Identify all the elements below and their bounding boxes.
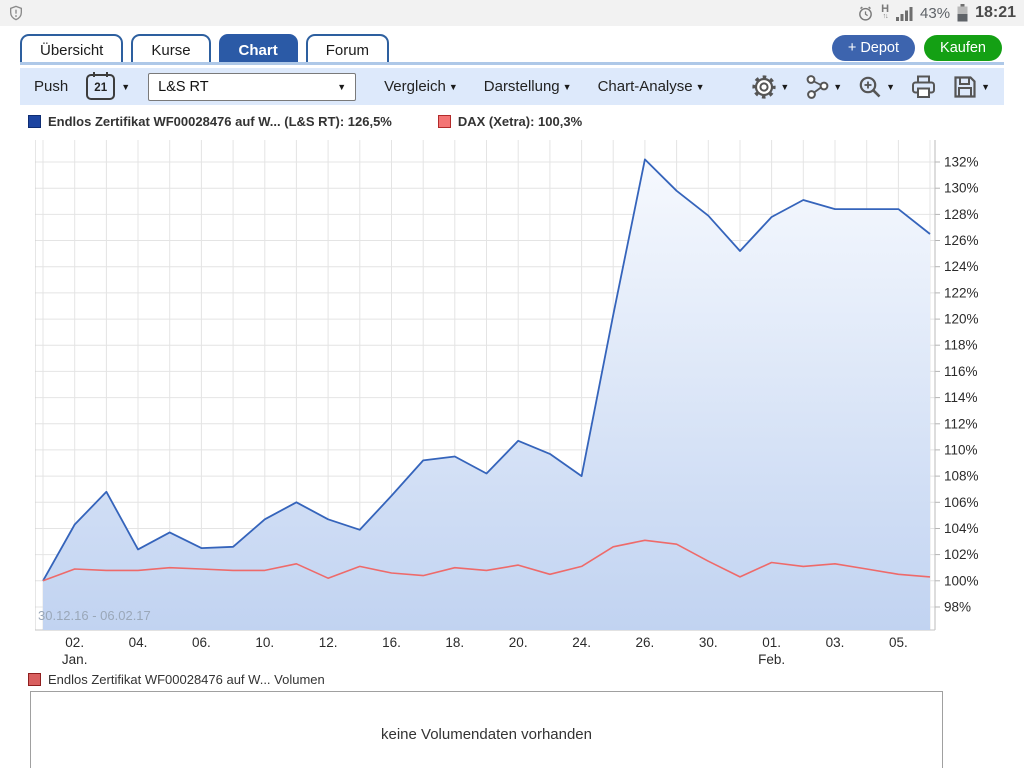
chevron-down-icon: ▼ — [833, 82, 842, 92]
settings-button[interactable]: ▼ — [751, 74, 789, 100]
x-axis-tick-label: 04. — [129, 634, 148, 651]
chevron-down-icon: ▼ — [886, 82, 895, 92]
tab-bar: Übersicht Kurse Chart Forum — [20, 34, 389, 64]
chevron-down-icon: ▼ — [449, 82, 458, 92]
kaufen-button[interactable]: Kaufen — [924, 35, 1002, 61]
x-axis-tick-label: 24. — [572, 634, 591, 651]
trading-app: H↑↓ 43% 18:21 Übersicht Kurse Chart Foru… — [0, 0, 1024, 768]
y-axis-tick-label: 114% — [944, 390, 978, 405]
chart-toolbar: Push 21 ▼ L&S RT ▼ Vergleich ▼ Darstellu… — [20, 68, 1004, 105]
y-axis-tick-label: 124% — [944, 259, 979, 274]
timespan-button[interactable]: 21 ▼ — [86, 74, 130, 100]
legend-item-certificate: Endlos Zertifikat WF00028476 auf W... (L… — [28, 114, 392, 129]
y-axis-tick-label: 132% — [944, 155, 979, 170]
tab-uebersicht[interactable]: Übersicht — [20, 34, 123, 64]
chevron-down-icon: ▼ — [780, 82, 789, 92]
floppy-disk-icon — [952, 74, 978, 100]
signal-strength-icon — [896, 6, 913, 21]
menu-vergleich[interactable]: Vergleich ▼ — [384, 78, 458, 95]
chevron-down-icon: ▼ — [337, 82, 346, 92]
battery-icon — [957, 4, 968, 22]
printer-icon — [910, 74, 937, 100]
y-axis-tick-label: 110% — [944, 442, 978, 457]
volume-empty-message: keine Volumendaten vorhanden — [31, 726, 942, 743]
y-axis-tick-label: 108% — [944, 469, 979, 484]
y-axis-tick-label: 128% — [944, 207, 979, 222]
x-axis-tick-label: 30. — [699, 634, 718, 651]
battery-percent: 43% — [920, 5, 950, 22]
x-axis-tick-label: 03. — [826, 634, 845, 651]
x-axis-tick-label: 12. — [319, 634, 338, 651]
x-axis-tick-label: 05. — [889, 634, 908, 651]
tab-underline — [20, 62, 1004, 65]
y-axis-tick-label: 104% — [944, 521, 979, 536]
y-axis-tick-label: 106% — [944, 495, 979, 510]
alarm-clock-icon — [857, 5, 874, 22]
x-axis-tick-label: 20. — [509, 634, 528, 651]
calendar-icon: 21 — [86, 74, 115, 100]
x-axis-tick-label: 06. — [192, 634, 211, 651]
chevron-down-icon: ▼ — [121, 82, 130, 92]
indicators-button[interactable]: ▼ — [804, 74, 842, 100]
y-axis-tick-label: 118% — [944, 338, 978, 353]
zoom-in-icon — [857, 74, 883, 100]
x-axis-tick-label: 02.Jan. — [62, 634, 88, 668]
y-axis-tick-label: 112% — [944, 416, 978, 431]
chevron-down-icon: ▼ — [696, 82, 705, 92]
chevron-down-icon: ▼ — [563, 82, 572, 92]
menu-darstellung[interactable]: Darstellung ▼ — [484, 78, 572, 95]
volume-panel: keine Volumendaten vorhanden — [30, 691, 943, 768]
x-axis-tick-label: 10. — [255, 634, 274, 651]
add-depot-button[interactable]: + Depot — [832, 35, 915, 61]
x-axis-tick-label: 18. — [445, 634, 464, 651]
y-axis-tick-label: 116% — [944, 364, 978, 379]
save-button[interactable]: ▼ — [952, 74, 990, 100]
print-button[interactable] — [910, 74, 937, 100]
price-chart-svg: 98% 100% 102% 104% 106% 108% 110% 112% 114% 116% 1… — [35, 140, 990, 634]
y-axis-tick-label: 130% — [944, 181, 979, 196]
y-axis-tick-label: 126% — [944, 233, 979, 248]
push-toggle[interactable]: Push — [34, 78, 68, 95]
y-axis-tick-label: 122% — [944, 285, 979, 300]
legend-item-dax: DAX (Xetra): 100,3% — [438, 114, 582, 129]
gear-icon — [751, 74, 777, 100]
status-bar: H↑↓ 43% 18:21 — [0, 0, 1024, 26]
y-axis-tick-label: 102% — [944, 547, 979, 562]
exchange-select[interactable]: L&S RT ▼ — [148, 73, 356, 101]
tab-kurse[interactable]: Kurse — [131, 34, 210, 64]
y-axis-tick-label: 98% — [944, 600, 971, 615]
tab-chart[interactable]: Chart — [219, 34, 298, 64]
x-axis-tick-label: 26. — [636, 634, 655, 651]
date-range-label: 30.12.16 - 06.02.17 — [38, 608, 151, 623]
price-chart: 98% 100% 102% 104% 106% 108% 110% 112% 114% 116% 1… — [35, 140, 990, 639]
zoom-button[interactable]: ▼ — [857, 74, 895, 100]
y-axis-tick-label: 120% — [944, 312, 979, 327]
x-axis-tick-label: 01.Feb. — [758, 634, 785, 668]
hspa-network-icon: H↑↓ — [881, 5, 889, 21]
shield-alert-icon — [8, 5, 24, 21]
series-color-swatch — [28, 115, 41, 128]
clock-text: 18:21 — [975, 4, 1016, 22]
y-axis-tick-label: 100% — [944, 573, 979, 588]
volume-color-swatch — [28, 673, 41, 686]
volume-legend: Endlos Zertifikat WF00028476 auf W... Vo… — [28, 672, 325, 687]
x-axis-tick-label: 16. — [382, 634, 401, 651]
chevron-down-icon: ▼ — [981, 82, 990, 92]
series-color-swatch — [438, 115, 451, 128]
indicators-icon — [804, 74, 830, 100]
x-axis-labels: 02.Jan. 04. 06. 10. 12. 16. 18. 20. 24. 26. 30. 01.… — [0, 634, 1024, 672]
tab-forum[interactable]: Forum — [306, 34, 389, 64]
menu-chart-analyse[interactable]: Chart-Analyse ▼ — [598, 78, 705, 95]
chart-legend: Endlos Zertifikat WF00028476 auf W... (L… — [28, 114, 582, 129]
